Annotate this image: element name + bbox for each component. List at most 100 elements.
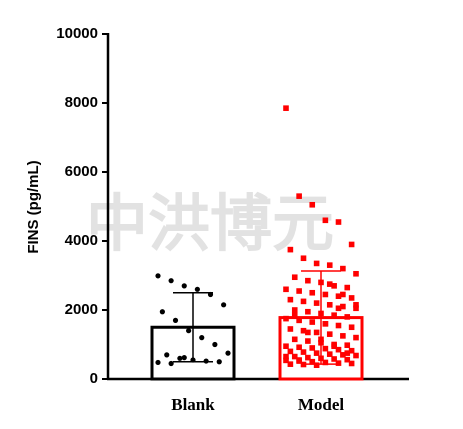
- data-point: [309, 289, 316, 296]
- data-point: [335, 322, 342, 329]
- data-point: [291, 312, 298, 318]
- data-point: [309, 319, 316, 325]
- data-point: [291, 307, 298, 313]
- data-point: [291, 336, 298, 343]
- data-point: [322, 291, 329, 298]
- data-point: [177, 355, 183, 361]
- y-tick-label: 6000: [65, 163, 98, 180]
- data-point: [335, 360, 342, 366]
- y-tick-label: 2000: [65, 301, 98, 318]
- data-point: [203, 358, 209, 364]
- data-point: [305, 329, 311, 336]
- data-point: [348, 360, 355, 367]
- data-point: [335, 305, 342, 312]
- data-point: [186, 328, 192, 334]
- data-point: [318, 339, 324, 346]
- data-point: [283, 343, 289, 350]
- data-point: [309, 201, 316, 208]
- data-point: [283, 357, 289, 364]
- data-point: [344, 356, 351, 363]
- data-point: [313, 350, 320, 356]
- data-point: [283, 286, 289, 293]
- data-point: [322, 359, 329, 366]
- data-point: [296, 357, 302, 363]
- data-point: [326, 351, 333, 357]
- error-bar: [301, 270, 341, 365]
- data-point: [287, 296, 294, 303]
- watermark: 中洪博元: [86, 190, 334, 259]
- data-point: [340, 291, 346, 298]
- data-point: [348, 324, 355, 331]
- data-point: [221, 302, 227, 308]
- x-tick-label: Model: [298, 395, 345, 414]
- data-point: [300, 361, 307, 368]
- data-point: [296, 317, 302, 324]
- data-point: [353, 302, 359, 308]
- data-point: [326, 302, 333, 308]
- data-point: [326, 281, 333, 287]
- data-point: [331, 312, 337, 318]
- data-point: [344, 350, 351, 356]
- data-point: [322, 345, 329, 352]
- data-point: [190, 357, 196, 363]
- data-point: [340, 352, 346, 358]
- data-point: [300, 327, 307, 334]
- data-point: [313, 362, 320, 368]
- data-point: [159, 309, 165, 315]
- data-point: [225, 350, 231, 356]
- data-point: [353, 334, 359, 341]
- data-point: [305, 277, 311, 284]
- data-point: [291, 274, 298, 281]
- data-point: [313, 300, 320, 306]
- y-tick-label: 8000: [65, 94, 98, 111]
- data-point: [283, 105, 289, 111]
- data-point: [283, 315, 289, 322]
- data-point: [199, 335, 205, 341]
- y-tick-label: 10000: [56, 25, 98, 42]
- data-point: [212, 341, 218, 348]
- data-point: [335, 219, 342, 225]
- data-point: [353, 352, 359, 359]
- data-point: [309, 358, 316, 365]
- data-point: [318, 336, 324, 343]
- data-point: [155, 273, 161, 279]
- data-point: [348, 241, 355, 248]
- data-point: [287, 348, 294, 355]
- data-point: [305, 354, 311, 361]
- data-point: [164, 352, 170, 358]
- data-point: [155, 359, 161, 366]
- data-point: [331, 343, 337, 350]
- y-tick-label: 0: [90, 370, 98, 387]
- data-point: [291, 353, 298, 360]
- data-point: [168, 360, 174, 367]
- data-point: [322, 321, 329, 327]
- data-point: [348, 295, 355, 301]
- data-point: [326, 262, 333, 268]
- data-point: [168, 278, 174, 284]
- data-point: [313, 260, 320, 267]
- data-point: [172, 317, 179, 323]
- data-point: [318, 279, 324, 286]
- data-point: [287, 326, 294, 332]
- data-point: [216, 359, 222, 365]
- data-point: [313, 329, 320, 336]
- data-point: [344, 284, 351, 291]
- data-point: [305, 338, 311, 344]
- data-point: [296, 193, 302, 199]
- data-point: [300, 255, 307, 262]
- data-point: [326, 331, 333, 337]
- data-point: [340, 333, 346, 339]
- data-point: [353, 305, 359, 312]
- data-point: [335, 293, 342, 299]
- data-point: [344, 342, 351, 348]
- y-tick-label: 4000: [65, 232, 98, 249]
- data-point: [287, 246, 294, 253]
- data-point: [181, 283, 187, 289]
- data-point: [318, 310, 324, 317]
- data-point: [207, 291, 214, 298]
- data-point: [348, 347, 355, 354]
- data-point: [300, 349, 307, 355]
- data-point: [283, 353, 289, 360]
- data-point: [194, 286, 200, 292]
